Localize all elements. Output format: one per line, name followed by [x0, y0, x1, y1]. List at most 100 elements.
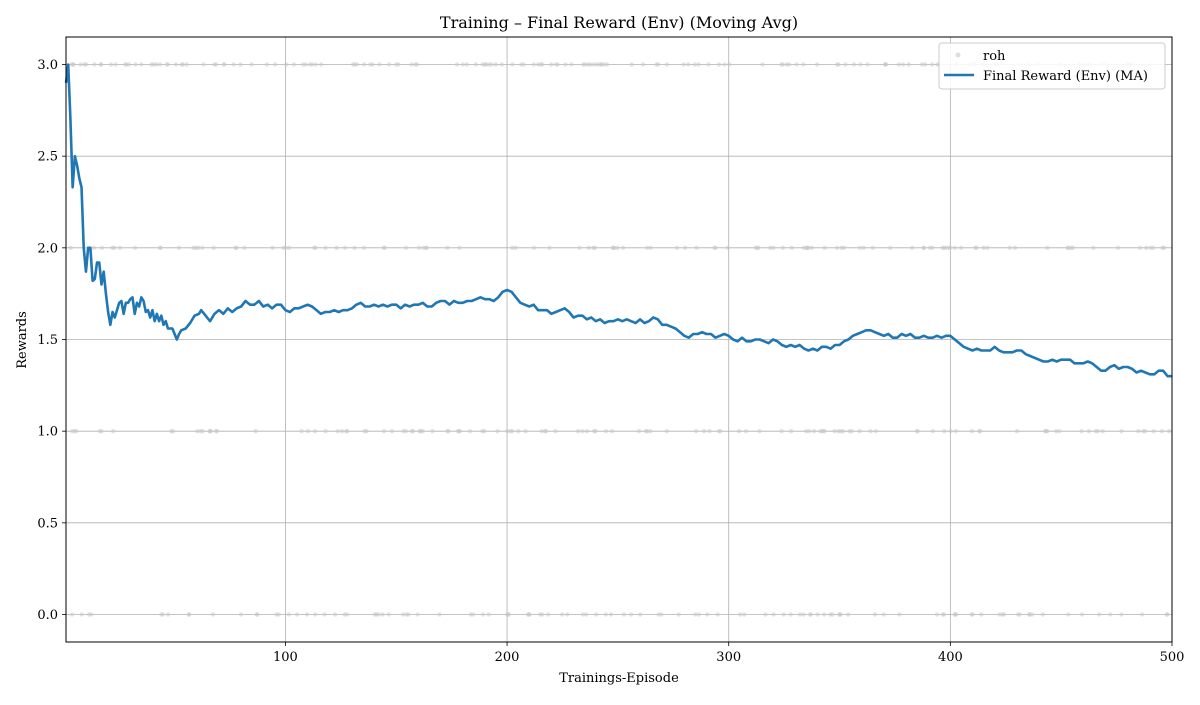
raw-reward-point [603, 612, 608, 617]
raw-reward-point [779, 429, 784, 434]
raw-reward-point [1150, 245, 1156, 250]
raw-reward-point [794, 62, 799, 67]
raw-reward-point [868, 429, 873, 434]
chart-title: Training – Final Reward (Env) (Moving Av… [440, 13, 798, 32]
raw-reward-point [582, 62, 587, 67]
raw-reward-point [834, 245, 840, 250]
raw-reward-point [743, 429, 749, 434]
y-tick-label: 1.5 [37, 333, 58, 348]
raw-reward-point [753, 245, 758, 250]
raw-reward-point [386, 62, 392, 67]
y-tick-label: 2.0 [37, 241, 58, 256]
raw-reward-point [927, 245, 933, 250]
raw-reward-point [68, 245, 74, 250]
raw-reward-point [981, 245, 986, 250]
raw-reward-point [323, 245, 328, 250]
raw-reward-point [1151, 429, 1156, 434]
raw-reward-point [865, 62, 870, 67]
raw-reward-point [362, 429, 367, 434]
raw-reward-point [593, 62, 599, 67]
raw-reward-point [654, 62, 659, 67]
raw-reward-point [645, 245, 650, 250]
raw-reward-point [804, 429, 809, 434]
legend: roh Final Reward (Env) (MA) [938, 42, 1166, 90]
x-axis-ticks: 100 200 300 400 500 [273, 642, 1184, 665]
raw-reward-point [1054, 429, 1059, 434]
raw-reward-point [591, 245, 596, 250]
raw-reward-point [1136, 429, 1141, 434]
raw-reward-point [1066, 245, 1071, 250]
raw-reward-point [942, 245, 947, 250]
raw-reward-point [291, 62, 297, 67]
raw-reward-point [531, 245, 537, 250]
moving-average-line-layer [64, 63, 1172, 378]
raw-reward-point [305, 429, 310, 434]
raw-reward-point [1091, 245, 1096, 250]
raw-reward-point [873, 429, 878, 434]
raw-reward-point [814, 62, 820, 67]
raw-reward-point [1045, 245, 1050, 250]
raw-reward-point [1029, 612, 1035, 617]
raw-reward-point [706, 62, 711, 67]
raw-reward-point [238, 612, 244, 617]
raw-reward-point [270, 245, 275, 250]
raw-reward-point [851, 62, 857, 67]
x-tick-label: 200 [495, 650, 520, 665]
legend-label-raw: roh [983, 49, 1006, 64]
raw-reward-point [705, 612, 710, 617]
raw-reward-point [648, 245, 653, 250]
raw-reward-point [323, 429, 328, 434]
raw-reward-point [486, 612, 491, 617]
raw-reward-point [207, 429, 212, 434]
y-axis-label: Rewards [15, 311, 30, 369]
raw-reward-point [91, 245, 97, 250]
raw-reward-point [186, 612, 191, 617]
raw-reward-point [809, 245, 814, 250]
raw-reward-point [806, 245, 811, 250]
raw-reward-point [681, 62, 686, 67]
raw-reward-point [313, 612, 318, 617]
raw-reward-point [577, 245, 582, 250]
raw-reward-point [974, 245, 979, 250]
raw-reward-point [352, 245, 357, 250]
raw-reward-point [674, 245, 680, 250]
raw-reward-point [300, 62, 306, 67]
raw-reward-point [127, 62, 132, 67]
raw-reward-point [602, 62, 607, 67]
raw-reward-point [294, 612, 300, 617]
raw-reward-point [636, 429, 642, 434]
raw-reward-point [113, 62, 118, 67]
raw-reward-point [985, 245, 990, 250]
raw-reward-point [313, 62, 318, 67]
raw-reward-point [638, 612, 643, 617]
raw-reward-point [883, 62, 889, 67]
raw-reward-point [780, 245, 785, 250]
raw-reward-point [843, 62, 848, 67]
raw-reward-point [897, 612, 902, 617]
x-tick-label: 400 [938, 650, 963, 665]
raw-reward-point [457, 245, 462, 250]
raw-reward-point [543, 429, 548, 434]
raw-reward-point [319, 62, 324, 67]
raw-reward-point [238, 62, 243, 67]
raw-reward-point [510, 429, 515, 434]
raw-reward-point [531, 62, 536, 67]
raw-reward-point [445, 245, 450, 250]
raw-reward-point [99, 429, 104, 434]
raw-reward-point [1015, 612, 1021, 617]
raw-reward-point [287, 245, 292, 250]
raw-reward-point [154, 62, 159, 67]
raw-reward-point [495, 429, 500, 434]
raw-reward-point [702, 429, 707, 434]
raw-reward-point [539, 429, 544, 434]
raw-reward-point [1066, 612, 1071, 617]
raw-reward-point [849, 429, 854, 434]
raw-reward-point [538, 62, 544, 67]
raw-reward-point [111, 429, 116, 434]
raw-reward-point [565, 612, 570, 617]
raw-reward-point [584, 612, 589, 617]
raw-reward-point [460, 62, 465, 67]
raw-reward-point [560, 612, 565, 617]
raw-reward-point [69, 612, 75, 617]
raw-reward-point [112, 245, 117, 250]
